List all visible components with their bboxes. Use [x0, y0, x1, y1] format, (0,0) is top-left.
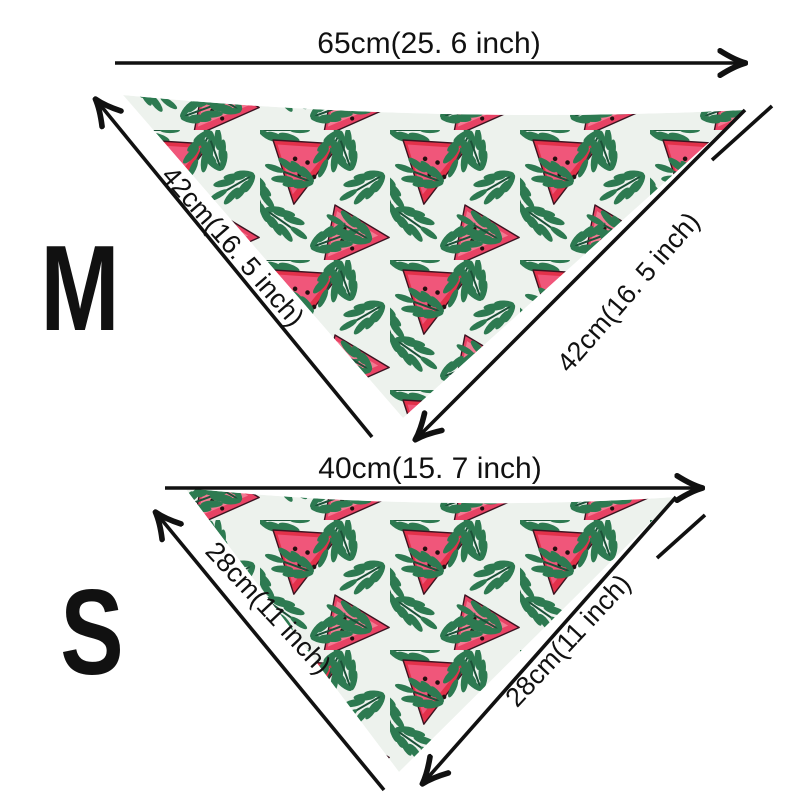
svg-text:M: M: [40, 221, 119, 357]
svg-text:40cm(15. 7 inch): 40cm(15. 7 inch): [318, 452, 541, 485]
svg-text:65cm(25. 6 inch): 65cm(25. 6 inch): [317, 27, 540, 60]
svg-text:S: S: [60, 565, 123, 701]
